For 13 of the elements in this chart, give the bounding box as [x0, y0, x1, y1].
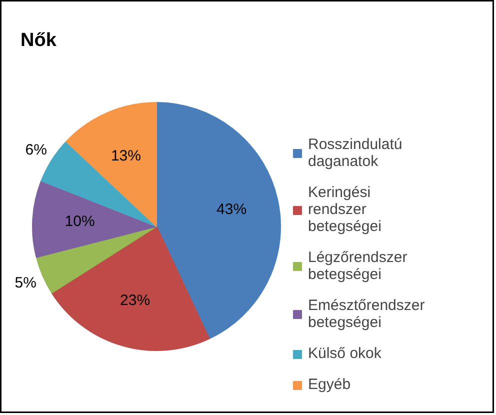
legend-label: Egyéb — [308, 376, 351, 393]
data-label: 43% — [216, 201, 247, 218]
data-label: 10% — [64, 213, 95, 230]
legend-label: Külső okok — [308, 345, 382, 362]
data-label: 13% — [110, 147, 141, 164]
legend-label: Keringési rendszer betegségei — [308, 184, 382, 235]
data-label: 6% — [25, 142, 47, 159]
chart-title: Nők — [20, 30, 57, 51]
data-label: 5% — [14, 274, 36, 292]
legend-label: Emésztőrendszer betegségei — [308, 297, 425, 331]
legend-label: Légzőrendszer betegségei — [308, 249, 408, 283]
legend-label: Rosszindulatú daganatok — [308, 136, 402, 170]
data-label: 23% — [120, 292, 150, 309]
